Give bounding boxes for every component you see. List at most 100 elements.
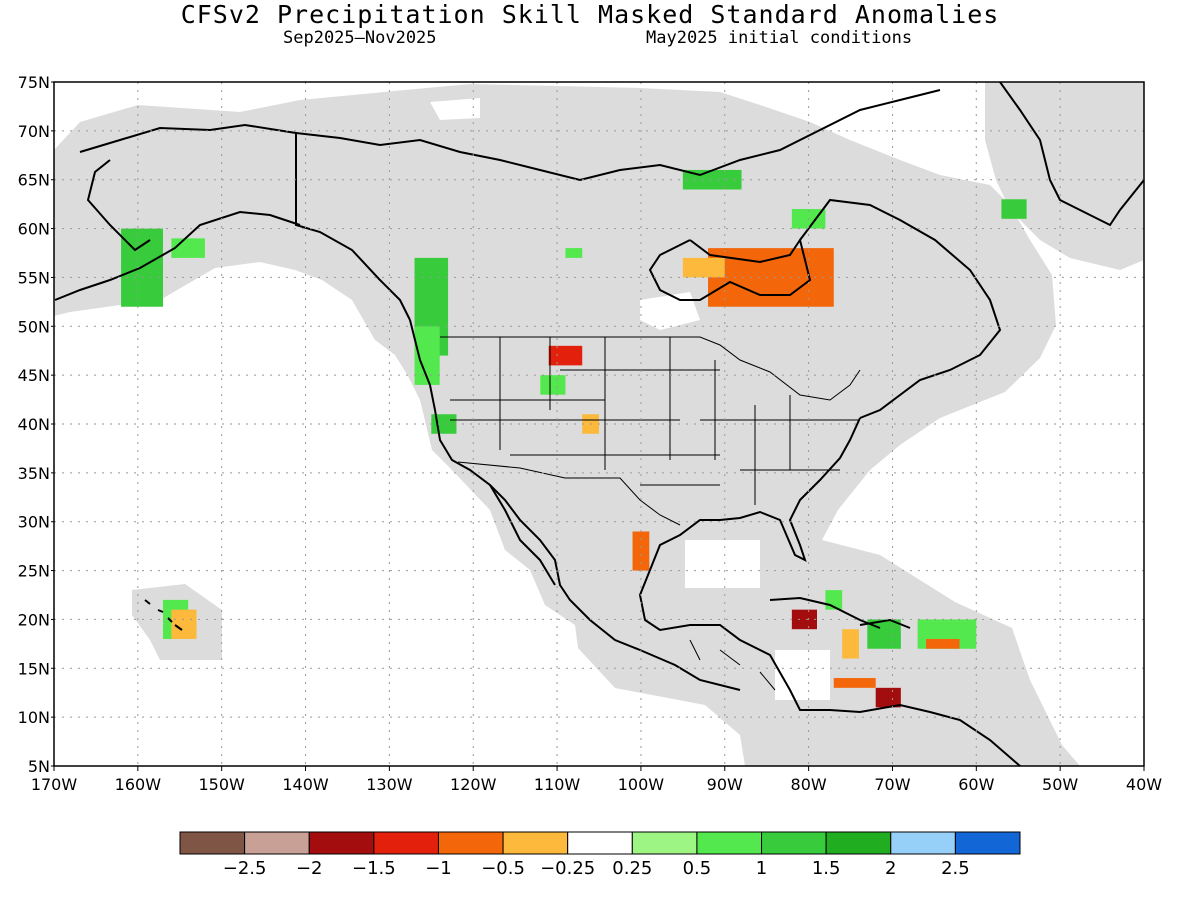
latitude-tick-label: 60N	[18, 220, 50, 239]
anomaly-patch	[1001, 199, 1027, 219]
latitude-tick-label: 15N	[18, 659, 50, 678]
us-state-lines	[450, 337, 860, 505]
cuba-coastline	[769, 596, 881, 629]
colorbar-label: 1	[756, 858, 767, 879]
colorbar-label: −2.5	[223, 858, 267, 879]
anomaly-patch	[632, 531, 650, 571]
latitude-tick-label: 75N	[18, 73, 50, 92]
alaska-coastline	[54, 123, 411, 321]
longitude-tick-label: 160W	[115, 775, 162, 794]
latitude-tick-label: 20N	[18, 610, 50, 629]
colorbar-swatch	[308, 831, 375, 855]
colorbar-swatch	[502, 831, 569, 855]
anomaly-patch	[171, 609, 197, 639]
ocean-holes	[430, 98, 830, 700]
anomaly-patch	[926, 638, 960, 649]
colorbar-label: −2	[296, 858, 323, 879]
latitude-tick-label: 45N	[18, 366, 50, 385]
longitude-tick-label: 70W	[874, 775, 910, 794]
latitude-tick-label: 5N	[28, 757, 50, 776]
longitude-tick-label: 80W	[791, 775, 827, 794]
longitude-tick-label: 170W	[31, 775, 78, 794]
colorbar-label: −0.25	[540, 858, 595, 879]
colorbar-swatch	[825, 831, 892, 855]
us-west-coastline	[409, 319, 741, 691]
colorbar-label: −1.5	[352, 858, 396, 879]
colorbar-swatch	[761, 831, 827, 855]
latitude-tick-label: 35N	[18, 464, 50, 483]
colorbar-label: 2.5	[941, 858, 970, 879]
longitude-tick-label: 40W	[1126, 775, 1162, 794]
colorbar-swatch	[631, 831, 698, 855]
colorbar-swatch	[373, 831, 439, 855]
baja-coastline	[489, 484, 556, 586]
hawaii-coastline	[144, 599, 183, 631]
central-america-borders	[689, 639, 776, 691]
colorbar-label: 1.5	[812, 858, 841, 879]
coastlines	[54, 82, 1144, 766]
colorbar-swatch	[244, 831, 310, 855]
anomaly-patch	[833, 678, 876, 688]
latitude-tick-label: 50N	[18, 317, 50, 336]
forecast-period: Sep2025–Nov2025	[283, 28, 437, 48]
labrador-coastline	[799, 198, 1002, 419]
hudson-bay-hole	[640, 292, 700, 330]
longitude-tick-label: 130W	[366, 775, 413, 794]
colorbar-label: −0.5	[481, 858, 525, 879]
latitude-labels: 75N 70N 65N 60N 55N 50N 45N 40N 35N 30N 25N 20N 15N 1…	[18, 73, 54, 776]
longitude-tick-label: 140W	[282, 775, 329, 794]
us-east-coastline	[638, 417, 1021, 766]
colorbar-swatch	[567, 831, 633, 855]
latitude-tick-label: 25N	[18, 562, 50, 581]
colorbar-swatch	[179, 831, 246, 855]
longitude-labels: 170W 160W 150W 140W 130W 120W 110W 100W 90W 80W 70…	[31, 766, 1162, 794]
political-borders	[440, 336, 861, 691]
anomaly-patch	[842, 629, 859, 659]
anomaly-patch	[565, 248, 583, 258]
longitude-tick-label: 120W	[450, 775, 497, 794]
anomaly-patch	[791, 609, 817, 630]
latitude-tick-label: 40N	[18, 415, 50, 434]
colorbar-swatch	[437, 831, 504, 855]
anomaly-patch	[171, 238, 205, 258]
colorbar-labels: −2.5 −2 −1.5 −1 −0.5 −0.25 0.25 0.5 1 1.5 2 2.5	[223, 858, 970, 879]
gulf-mexico-hole	[685, 540, 760, 588]
anomaly-patch	[875, 687, 901, 708]
beaufort-hole	[430, 98, 480, 120]
colorbar-swatch	[890, 831, 956, 855]
anomaly-patch	[540, 375, 566, 395]
latitude-tick-label: 70N	[18, 122, 50, 141]
colorbar-label: 2	[885, 858, 896, 879]
map-area	[54, 82, 1144, 766]
hispaniola-coastline	[859, 618, 911, 629]
anomaly-patch	[682, 257, 725, 278]
colorbar-swatch	[954, 831, 1021, 855]
longitude-tick-label: 60W	[958, 775, 994, 794]
anomaly-patch	[548, 345, 583, 366]
longitude-tick-label: 100W	[618, 775, 665, 794]
latitude-tick-label: 55N	[18, 268, 50, 287]
initial-conditions: May2025 initial conditions	[646, 28, 913, 48]
anomaly-patch	[431, 414, 457, 434]
us-mexico-border	[457, 461, 681, 526]
latitude-tick-label: 30N	[18, 513, 50, 532]
colorbar-swatch	[696, 831, 763, 855]
hudson-bay-coastline	[648, 237, 812, 301]
latitude-tick-label: 65N	[18, 171, 50, 190]
latitude-tick-label: 10N	[18, 708, 50, 727]
longitude-tick-label: 110W	[534, 775, 581, 794]
longitude-tick-label: 150W	[199, 775, 246, 794]
colorbar	[179, 831, 1021, 855]
map-title: CFSv2 Precipitation Skill Masked Standar…	[180, 0, 1000, 29]
colorbar-label: 0.5	[683, 858, 712, 879]
greenland-coastline	[999, 82, 1144, 227]
colorbar-label: −1	[425, 858, 452, 879]
longitude-tick-label: 50W	[1042, 775, 1078, 794]
us-canada-border	[440, 336, 861, 401]
canada-arctic-coastline	[295, 89, 941, 182]
colorbar-label: 0.25	[612, 858, 652, 879]
caribbean-hole	[775, 650, 830, 700]
longitude-tick-label: 90W	[707, 775, 743, 794]
gridlines	[54, 82, 1144, 766]
